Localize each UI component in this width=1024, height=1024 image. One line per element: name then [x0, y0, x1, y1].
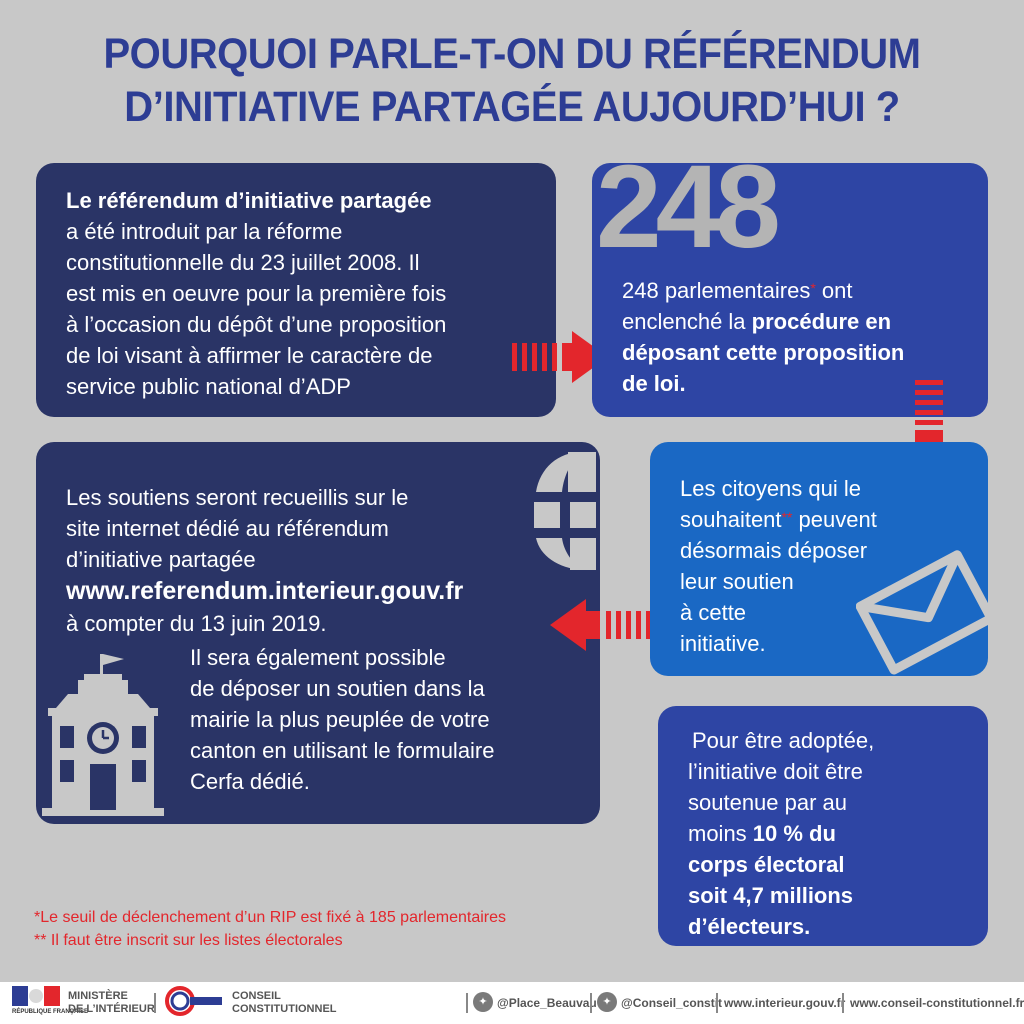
rip-introduction-line: à l’occasion du dépôt d’une proposition	[66, 312, 447, 337]
citizens-support-line: désormais déposer	[680, 538, 868, 563]
citizens-support-line: initiative.	[680, 631, 766, 656]
footer-bar	[0, 982, 1024, 1024]
citizens-support-text: Les citoyens qui le souhaitent** peuvent…	[680, 473, 877, 659]
ministry-line-2: DE L’INTÉRIEUR	[68, 1003, 155, 1015]
footer-divider	[466, 993, 468, 1013]
threshold-emphasis-line: d’électeurs.	[688, 914, 811, 939]
procedure-emphasis-line: déposant cette proposition	[622, 340, 905, 365]
rip-introduction-line: a été introduit par la réforme	[66, 219, 343, 244]
mairie-support-line: canton en utilisant le formulaire	[190, 738, 495, 763]
citizens-support-verb: peuvent	[792, 507, 877, 532]
ministry-label: MINISTÈRE DE L’INTÉRIEUR	[68, 990, 155, 1016]
ministry-line-1: MINISTÈRE	[68, 990, 128, 1002]
parliamentarians-line: enclenché la	[622, 309, 752, 334]
marianne-logo-icon	[12, 986, 60, 1006]
interieur-site-link[interactable]: www.interieur.gouv.fr	[724, 996, 846, 1010]
adoption-threshold-line: l’initiative doit être	[688, 759, 863, 784]
mairie-support-text: Il sera également possible de déposer un…	[190, 642, 495, 797]
citizens-support-line: à cette	[680, 600, 747, 625]
footnote-2: ** Il faut être inscrit sur les listes é…	[34, 932, 343, 949]
citizens-support-line: Les citoyens qui le	[680, 476, 861, 501]
footnotes: *Le seuil de déclenchement d’un RIP est …	[34, 906, 506, 952]
town-hall-icon	[42, 654, 164, 816]
parliamentarians-text: 248 parlementaires* ont enclenché la pro…	[622, 275, 904, 399]
republic-label: RÉPUBLIQUE FRANÇAISE	[12, 1009, 89, 1015]
citizens-support-line: leur soutien	[680, 569, 794, 594]
parliamentarians-box	[592, 163, 988, 417]
twitter-conseil-constit-link[interactable]: @Conseil_constit	[621, 996, 723, 1010]
adoption-threshold-box	[658, 706, 988, 946]
referendum-url-link[interactable]: www.referendum.interieur.gouv.fr	[66, 577, 464, 605]
citizens-support-box	[650, 442, 988, 676]
title-line-1: POURQUOI PARLE-T-ON DU RÉFÉRENDUM	[103, 30, 921, 78]
online-support-line: d’initiative partagée	[66, 547, 256, 572]
arrow-left-icon	[550, 599, 651, 651]
procedure-emphasis-line: de loi.	[622, 371, 686, 396]
footer-divider	[716, 993, 718, 1013]
threshold-emphasis-line: soit 4,7 millions	[688, 883, 854, 908]
threshold-emphasis: 10 % du	[752, 821, 836, 846]
rip-introduction-line: est mis en oeuvre pour la première fois	[66, 281, 447, 306]
twitter-icon: ✦	[597, 992, 617, 1012]
start-date-line: à compter du 13 juin 2019.	[66, 611, 327, 636]
conseil-label: CONSEIL CONSTITUTIONNEL	[232, 990, 337, 1016]
twitter-place-beauvau-link[interactable]: @Place_Beauvau	[497, 996, 597, 1010]
adoption-threshold-line: Pour être adoptée,	[692, 728, 875, 753]
rip-introduction-line: de loi visant à affirmer le caractère de	[66, 343, 433, 368]
footer-divider	[590, 993, 592, 1013]
citizens-support-line: souhaitent	[680, 507, 782, 532]
parliamentarians-count: 248 parlementaires	[622, 278, 811, 303]
asterisk-mark: *	[810, 280, 816, 296]
adoption-threshold-line: moins	[688, 821, 753, 846]
rip-introduction-text: Le référendum d’initiative partagée a ét…	[66, 185, 446, 402]
footer-divider	[154, 993, 156, 1013]
globe-icon	[534, 452, 596, 570]
threshold-emphasis-line: corps électoral	[688, 852, 845, 877]
mairie-support-line: mairie la plus peuplée de votre	[190, 707, 490, 732]
mairie-support-line: de déposer un soutien dans la	[190, 676, 485, 701]
mairie-support-line: Cerfa dédié.	[190, 769, 310, 794]
conseil-line-1: CONSEIL	[232, 990, 281, 1002]
rip-introduction-line: constitutionnelle du 23 juillet 2008. Il	[66, 250, 420, 275]
big-number-248: 248	[596, 141, 781, 273]
page-title: POURQUOI PARLE-T-ON DU RÉFÉRENDUM D’INIT…	[36, 28, 988, 134]
procedure-emphasis: procédure en	[751, 309, 892, 334]
parliamentarians-verb: ont	[815, 278, 853, 303]
online-support-line: Les soutiens seront recueillis sur le	[66, 485, 409, 510]
rip-introduction-heading: Le référendum d’initiative partagée	[66, 188, 432, 213]
conseil-line-2: CONSTITUTIONNEL	[232, 1003, 337, 1015]
double-asterisk-mark: **	[781, 509, 793, 525]
footnote-1: *Le seuil de déclenchement d’un RIP est …	[34, 909, 506, 926]
adoption-threshold-text: Pour être adoptée, l’initiative doit êtr…	[688, 725, 874, 942]
mairie-support-line: Il sera également possible	[190, 645, 446, 670]
footer-divider	[842, 993, 844, 1013]
rip-introduction-box	[36, 163, 556, 417]
conseil-site-link[interactable]: www.conseil-constitutionnel.fr	[850, 996, 1024, 1010]
online-support-text: Les soutiens seront recueillis sur le si…	[66, 482, 463, 639]
title-line-2: D’INITIATIVE PARTAGÉE AUJOURD’HUI ?	[124, 83, 900, 131]
online-support-line: site internet dédié au référendum	[66, 516, 389, 541]
adoption-threshold-line: soutenue par au	[688, 790, 848, 815]
conseil-constitutionnel-logo-icon	[165, 986, 222, 1016]
arrow-right-icon	[512, 331, 608, 383]
rip-introduction-line: service public national d’ADP	[66, 374, 351, 399]
envelope-icon	[856, 550, 988, 675]
twitter-icon: ✦	[473, 992, 493, 1012]
